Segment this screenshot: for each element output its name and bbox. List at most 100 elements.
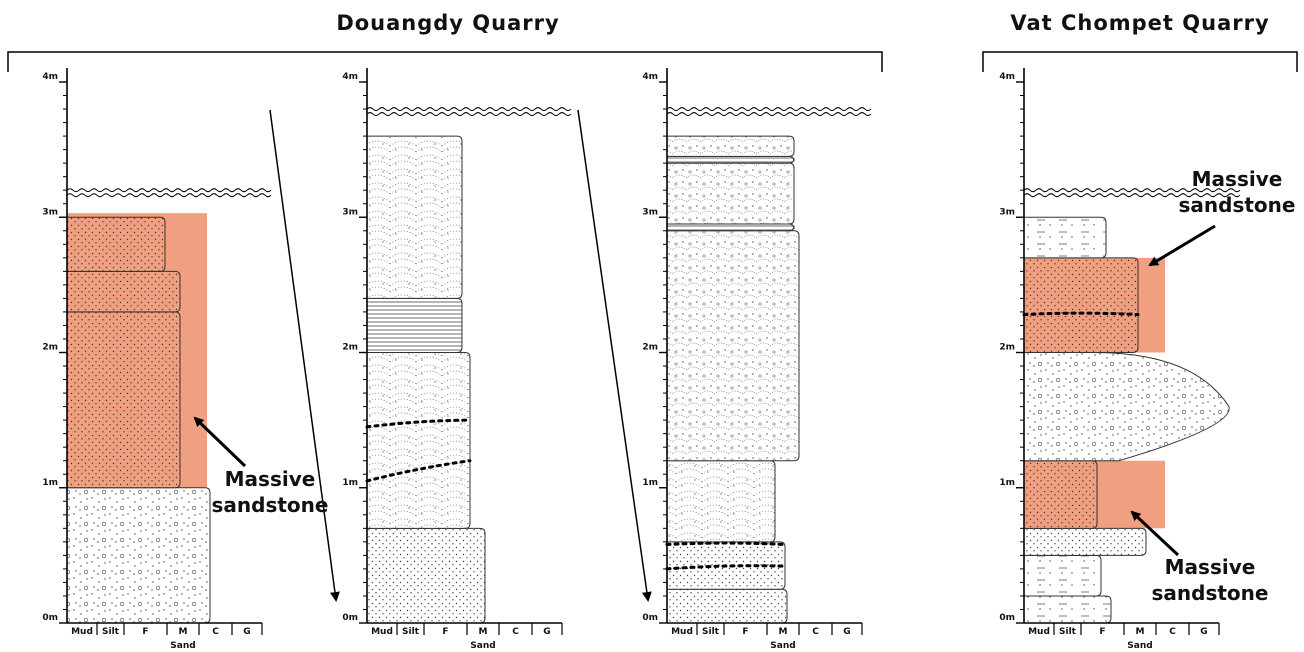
unconformity <box>66 193 272 198</box>
grain-label: Silt <box>1059 627 1077 637</box>
depth-label: 4m <box>999 72 1015 82</box>
depth-label: 3m <box>999 207 1015 217</box>
correlation-arrow <box>269 109 340 602</box>
bed-texture <box>667 136 794 157</box>
section-column: 0m 1m 2m 3m 4m Mud Silt F M C G Sand <box>999 68 1241 651</box>
grain-label: Mud <box>1028 627 1050 637</box>
pebble-lag <box>665 564 787 571</box>
depth-label: 0m <box>642 613 658 623</box>
grain-label: Mud <box>671 627 693 637</box>
title: Vat Chompet Quarry <box>1010 11 1269 35</box>
depth-label: 3m <box>642 207 658 217</box>
unconformity <box>1023 188 1241 193</box>
depth-label: 4m <box>42 72 58 82</box>
grain-label: G <box>543 627 550 637</box>
unconformity <box>666 112 872 117</box>
correlation-arrow <box>577 109 652 602</box>
annotation-arrow <box>193 416 247 468</box>
annotation: Massive <box>1192 167 1283 191</box>
grain-group-label: Sand <box>770 641 795 651</box>
pebble-lag <box>365 459 472 483</box>
annotation-arrow <box>1130 510 1180 557</box>
unconformity <box>366 107 572 112</box>
bed-texture <box>67 217 165 272</box>
depth-label: 2m <box>342 343 358 353</box>
depth-label: 1m <box>642 478 658 488</box>
depth-label: 1m <box>342 478 358 488</box>
grain-label: Mud <box>371 627 393 637</box>
grain-label: M <box>179 627 188 637</box>
depth-label: 2m <box>42 343 58 353</box>
section-column: 0m 1m 2m 3m 4m Mud Silt F M C G Sand <box>642 68 872 651</box>
depth-label: 0m <box>342 613 358 623</box>
bed-texture <box>367 528 485 623</box>
annotation: sandstone <box>212 493 329 517</box>
grain-label: Silt <box>702 627 720 637</box>
grain-group-label: Sand <box>1127 641 1152 651</box>
grain-label: Silt <box>402 627 420 637</box>
grain-label: G <box>1200 627 1207 637</box>
depth-label: 2m <box>999 343 1015 353</box>
annotation-arrow <box>1148 224 1216 267</box>
bed-texture <box>1024 595 1111 623</box>
depth-label: 4m <box>342 72 358 82</box>
bed-texture <box>367 136 462 299</box>
bed-texture <box>667 230 799 461</box>
bed-texture <box>367 352 470 529</box>
grain-label: C <box>812 627 819 637</box>
bed-texture <box>667 163 794 225</box>
bed-texture <box>1024 217 1106 258</box>
bed-texture <box>667 224 794 231</box>
depth-label: 0m <box>42 613 58 623</box>
grain-label: F <box>1099 627 1105 637</box>
bed-texture <box>1024 460 1097 529</box>
annotation: sandstone <box>1179 193 1296 217</box>
bed-texture <box>367 298 462 353</box>
grain-label: Silt <box>102 627 120 637</box>
depth-label: 1m <box>999 478 1015 488</box>
grain-label: F <box>442 627 448 637</box>
depth-label: 2m <box>642 343 658 353</box>
unconformity <box>366 112 572 117</box>
bed-texture <box>67 271 180 312</box>
grain-label: Mud <box>71 627 93 637</box>
bed-texture <box>67 487 210 623</box>
grain-label: M <box>779 627 788 637</box>
grain-label: F <box>142 627 148 637</box>
unconformity <box>666 107 872 112</box>
bed-texture <box>1024 257 1138 353</box>
bracket <box>7 51 883 72</box>
grain-label: M <box>1136 627 1145 637</box>
bed-texture <box>667 156 794 164</box>
grain-label: F <box>742 627 748 637</box>
annotation: sandstone <box>1152 581 1269 605</box>
grain-group-label: Sand <box>470 641 495 651</box>
section-column: 0m 1m 2m 3m 4m Mud Silt F M C G Sand <box>342 68 572 651</box>
annotation: Massive <box>225 467 316 491</box>
pebble-lag <box>1022 311 1140 317</box>
grain-label: M <box>479 627 488 637</box>
pebble-lag <box>665 541 787 547</box>
bed-texture <box>1024 555 1101 596</box>
depth-label: 4m <box>642 72 658 82</box>
depth-label: 3m <box>342 207 358 217</box>
grain-label: G <box>843 627 850 637</box>
bed-texture <box>667 589 787 623</box>
section-column: 0m 1m 2m 3m 4m Mud Silt F M C G Sand <box>42 68 272 651</box>
grain-label: C <box>1169 627 1176 637</box>
grain-label: G <box>243 627 250 637</box>
pebble-lag <box>365 418 472 429</box>
grain-group-label: Sand <box>170 641 195 651</box>
bed-texture <box>67 311 180 488</box>
depth-label: 3m <box>42 207 58 217</box>
bed-texture <box>1024 528 1146 556</box>
depth-label: 0m <box>999 613 1015 623</box>
depth-label: 1m <box>42 478 58 488</box>
unconformity <box>1023 193 1241 198</box>
grain-label: C <box>212 627 219 637</box>
grain-label: C <box>512 627 519 637</box>
title: Douangdy Quarry <box>336 11 559 35</box>
bed-texture <box>1024 352 1230 461</box>
bracket <box>982 51 1298 72</box>
